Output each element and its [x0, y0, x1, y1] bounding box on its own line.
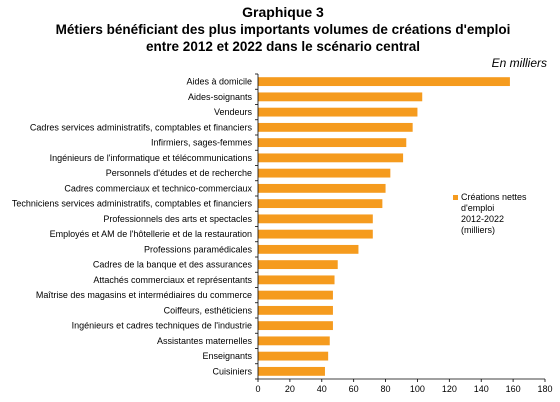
x-tick-label: 0: [255, 384, 260, 394]
unit-label: En milliers: [492, 56, 547, 70]
chart-title-line-1: Graphique 3: [242, 4, 324, 20]
bar: [258, 366, 325, 376]
bar: [258, 275, 335, 285]
category-label: Ingénieurs et cadres techniques de l'ind…: [72, 321, 252, 331]
bar: [258, 351, 329, 361]
category-label: Professionnels des arts et spectacles: [103, 214, 252, 224]
x-tick-label: 80: [381, 384, 391, 394]
x-tick-label: 60: [349, 384, 359, 394]
category-label: Cadres de la banque et des assurances: [93, 260, 253, 270]
category-label: Techniciens services administratifs, com…: [12, 199, 253, 209]
x-tick-label: 40: [317, 384, 327, 394]
bar: [258, 336, 330, 346]
legend-label: d'emploi: [461, 203, 494, 213]
legend-label: Créations nettes: [461, 192, 527, 202]
legend-label: (milliers): [461, 225, 495, 235]
category-label: Cadres commerciaux et technico-commercia…: [64, 183, 252, 193]
category-label: Aides à domicile: [186, 77, 252, 87]
category-label: Vendeurs: [214, 107, 253, 117]
plot-area: Aides à domicile Aides-soignants Vendeurs C…: [12, 73, 553, 394]
bar: [258, 107, 418, 117]
x-tick-label: 140: [474, 384, 489, 394]
bar: [258, 214, 373, 224]
chart-title-line-2: Métiers bénéficiant des plus importants …: [56, 22, 511, 37]
bar: [258, 153, 404, 163]
category-label: Cuisiniers: [212, 366, 252, 376]
bar: [258, 244, 359, 254]
category-label: Attachés commerciaux et représentants: [93, 275, 252, 285]
bar: [258, 260, 338, 270]
bar: [258, 122, 413, 132]
x-tick-label: 180: [537, 384, 552, 394]
legend-label: 2012-2022: [461, 214, 504, 224]
bar: [258, 168, 391, 178]
legend-swatch: [453, 195, 458, 200]
category-label: Infirmiers, sages-femmes: [151, 138, 253, 148]
x-tick-label: 120: [442, 384, 457, 394]
bar: [258, 305, 333, 315]
category-label: Cadres services administratifs, comptabl…: [30, 122, 253, 132]
bar: [258, 290, 333, 300]
bar: [258, 77, 510, 87]
bar: [258, 92, 423, 102]
legend: Créations nettesd'emploi2012-2022(millie…: [453, 192, 527, 235]
x-tick-label: 160: [506, 384, 521, 394]
category-label: Assistantes maternelles: [157, 336, 253, 346]
bar: [258, 229, 373, 239]
chart-title-line-3: entre 2012 et 2022 dans le scénario cent…: [146, 39, 420, 54]
category-label: Enseignants: [202, 351, 252, 361]
bar: [258, 199, 383, 209]
category-label: Personnels d'études et de recherche: [106, 168, 252, 178]
bar: [258, 321, 333, 331]
x-tick-label: 100: [410, 384, 425, 394]
bar: [258, 183, 386, 193]
category-label: Aides-soignants: [188, 92, 253, 102]
category-label: Coiffeurs, esthéticiens: [164, 305, 253, 315]
category-label: Employés et AM de l'hôtellerie et de la …: [50, 229, 252, 239]
category-label: Ingénieurs de l'informatique et télécomm…: [50, 153, 253, 163]
category-label: Maîtrise des magasins et intermédiaires …: [36, 290, 252, 300]
x-tick-label: 20: [285, 384, 295, 394]
category-label: Professions paramédicales: [144, 244, 253, 254]
bar: [258, 138, 407, 148]
